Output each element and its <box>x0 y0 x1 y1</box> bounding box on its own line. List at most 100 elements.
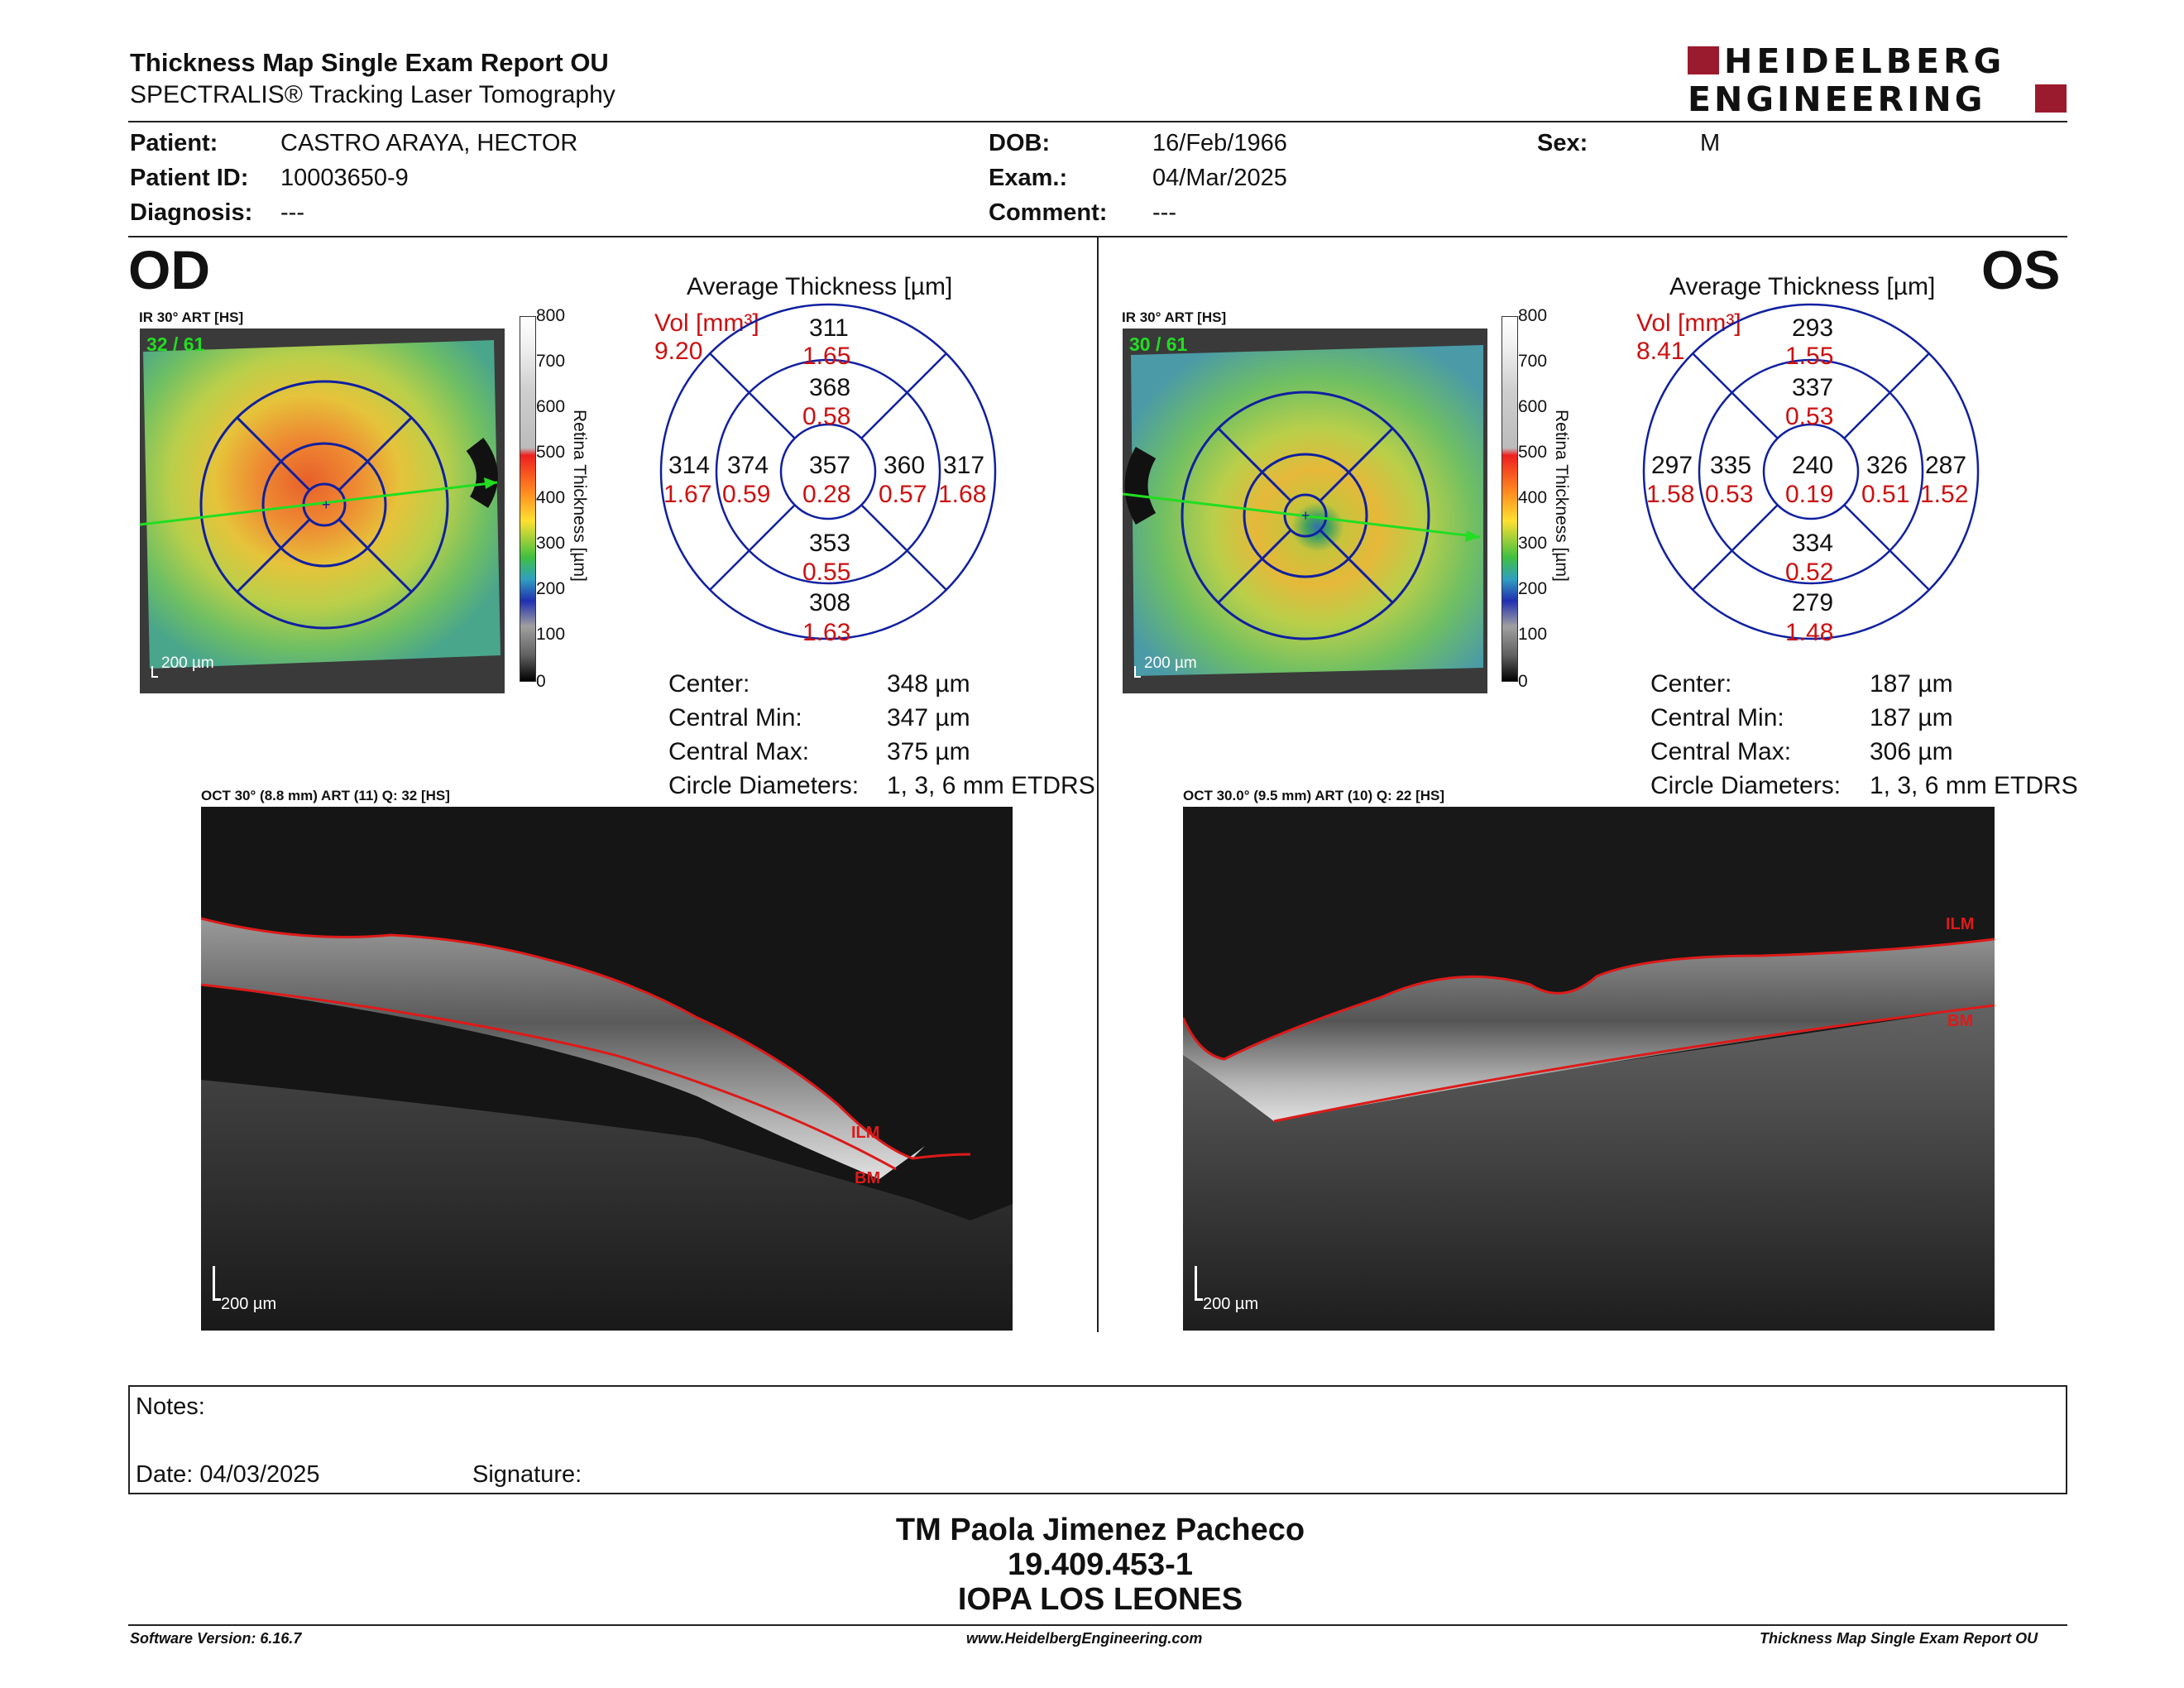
od-eye-label: OD <box>128 239 210 300</box>
od-ilm-label: ILM <box>851 1124 879 1142</box>
svg-text:+: + <box>322 496 331 513</box>
exam-value: 04/Mar/2025 <box>1152 165 1287 191</box>
os-ilm-label: ILM <box>1946 915 1974 933</box>
notes-signature-label: Signature: <box>472 1461 582 1488</box>
footer-report-name: Thickness Map Single Exam Report OU <box>1760 1630 2038 1647</box>
od-cmax-label: Central Max: <box>668 738 810 765</box>
header-divider <box>128 121 2067 122</box>
dob-label: DOB: <box>989 130 1051 156</box>
od-cmin-value: 347 µm <box>887 704 970 731</box>
od-outer-temporal: 314 <box>668 452 711 479</box>
logo-text-heidelberg: HEIDELBERG <box>1724 41 2006 81</box>
od-center-vol: 0.28 <box>802 481 851 508</box>
od-cmin-label: Central Min: <box>668 704 802 731</box>
od-scale-tick: 300 <box>536 534 566 553</box>
od-avg-thickness-title: Average Thickness [µm] <box>687 273 953 300</box>
od-outer-nasal: 317 <box>943 452 985 479</box>
od-vol-total: 9.20 <box>654 338 703 365</box>
od-inner-nasal: 360 <box>884 452 926 479</box>
od-vol-label: Vol [mm³] <box>654 309 759 337</box>
os-inner-inferior: 334 <box>1792 530 1834 557</box>
os-map-svg: + <box>1123 328 1487 693</box>
patient-name: CASTRO ARAYA, HECTOR <box>280 130 578 156</box>
os-outer-nasal-vol: 1.52 <box>1920 481 1969 508</box>
sex-value: M <box>1700 130 1721 156</box>
od-bm-label: BM <box>855 1169 880 1187</box>
od-oct-svg: ILM BM <box>201 807 1013 1331</box>
os-vol-total: 8.41 <box>1636 338 1685 365</box>
footer-divider <box>128 1624 2067 1626</box>
os-outer-inferior-vol: 1.48 <box>1785 619 1834 646</box>
center-divider <box>1097 237 1099 1332</box>
od-inner-inferior: 353 <box>809 530 851 557</box>
os-outer-superior: 293 <box>1792 314 1834 342</box>
logo-square-right <box>2035 84 2067 113</box>
od-cmax-value: 375 µm <box>887 738 970 765</box>
os-center-label: Center: <box>1650 670 1732 698</box>
os-inner-inferior-vol: 0.52 <box>1785 559 1834 586</box>
os-map-scale-bar <box>1134 666 1136 678</box>
sex-label: Sex: <box>1537 130 1588 156</box>
report-title: Thickness Map Single Exam Report OU <box>130 48 609 77</box>
od-scale-tick: 700 <box>536 352 566 371</box>
od-map-scale: 200 µm <box>161 655 214 672</box>
os-center-vol: 0.19 <box>1785 481 1834 508</box>
os-inner-superior: 337 <box>1792 374 1834 401</box>
patient-label: Patient: <box>130 130 218 156</box>
os-oct-scale-bar <box>1195 1266 1197 1301</box>
os-center-value: 187 µm <box>1870 670 1953 698</box>
os-scale-tick: 700 <box>1518 352 1548 371</box>
od-inner-nasal-vol: 0.57 <box>879 481 927 508</box>
os-bm-label: BM <box>1947 1012 1973 1030</box>
od-oct-scale: 200 µm <box>221 1295 277 1313</box>
os-inner-temporal: 335 <box>1710 452 1752 479</box>
os-map-scale-bar-h <box>1134 676 1141 678</box>
od-oct-bscan: ILM BM 200 µm <box>201 807 1013 1331</box>
os-diam-value: 1, 3, 6 mm ETDRS <box>1870 772 2078 799</box>
diagnosis-value: --- <box>280 199 304 226</box>
od-inner-superior: 368 <box>809 374 851 401</box>
comment-value: --- <box>1152 199 1176 226</box>
od-outer-inferior-vol: 1.63 <box>802 619 851 646</box>
os-cmin-label: Central Min: <box>1650 704 1784 731</box>
od-map-scale-bar-h <box>151 676 158 678</box>
os-center-thickness: 240 <box>1792 452 1834 479</box>
os-scale-tick: 600 <box>1518 397 1548 416</box>
logo-text-engineering: ENGINEERING <box>1688 79 1986 119</box>
svg-text:+: + <box>1301 507 1310 524</box>
od-scale-tick: 800 <box>536 306 566 325</box>
os-avg-thickness-title: Average Thickness [µm] <box>1669 273 1936 300</box>
patient-divider <box>128 236 2067 237</box>
os-inner-nasal-vol: 0.51 <box>1861 481 1910 508</box>
od-inner-temporal-vol: 0.59 <box>722 481 771 508</box>
heidelberg-logo: HEIDELBERG ENGINEERING <box>1688 41 2068 119</box>
od-center-thickness: 357 <box>809 452 851 479</box>
od-outer-temporal-vol: 1.67 <box>663 481 712 508</box>
os-thickness-map: + 30 / 61 200 µm <box>1123 328 1487 693</box>
od-oct-scale-bar <box>213 1266 215 1301</box>
os-eye-label: OS <box>1981 239 2061 300</box>
os-oct-bscan: ILM BM 200 µm <box>1183 807 1995 1331</box>
dob-value: 16/Feb/1966 <box>1152 130 1287 156</box>
notes-label: Notes: <box>136 1393 205 1420</box>
signature-rut: 19.409.453-1 <box>1008 1547 1193 1582</box>
os-scale-tick: 200 <box>1518 579 1548 598</box>
od-frames-counter: 32 / 61 <box>146 333 205 355</box>
os-cmin-value: 187 µm <box>1870 704 1953 731</box>
signature-institution: IOPA LOS LEONES <box>957 1582 1243 1617</box>
od-diam-label: Circle Diameters: <box>668 772 860 799</box>
od-oct-scale-bar-h <box>213 1298 221 1301</box>
os-scale-tick: 100 <box>1518 625 1548 644</box>
od-diam-value: 1, 3, 6 mm ETDRS <box>887 772 1095 799</box>
os-outer-temporal-vol: 1.58 <box>1646 481 1695 508</box>
os-outer-temporal: 297 <box>1651 452 1693 479</box>
footer-software-version: Software Version: 6.16.7 <box>130 1630 302 1647</box>
od-etdrs-grid <box>659 303 997 640</box>
od-outer-superior: 311 <box>809 314 849 342</box>
report-subtitle: SPECTRALIS® Tracking Laser Tomography <box>130 81 615 108</box>
os-outer-superior-vol: 1.55 <box>1785 343 1834 370</box>
od-scale-tick: 400 <box>536 488 566 507</box>
footer-website[interactable]: www.HeidelbergEngineering.com <box>966 1630 1203 1647</box>
notes-box[interactable]: Notes: Date: 04/03/2025 Signature: <box>128 1385 2067 1494</box>
os-frames-counter: 30 / 61 <box>1129 333 1188 355</box>
